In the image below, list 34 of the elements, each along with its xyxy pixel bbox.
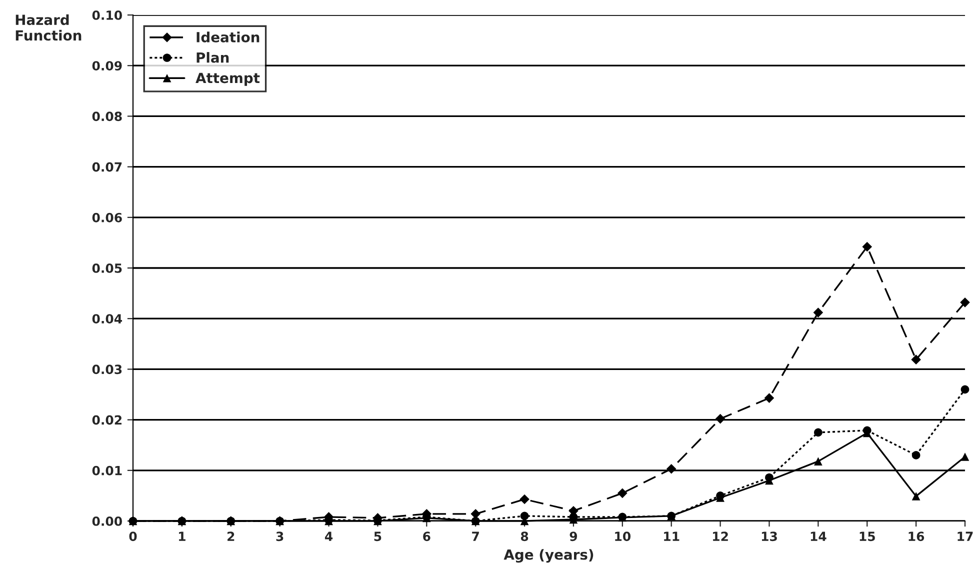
y-tick-label: 0.00 [92, 516, 122, 526]
y-tick-label: 0.07 [92, 162, 122, 172]
y-tick-label: 0.08 [92, 112, 122, 122]
legend-label: Plan [196, 52, 229, 63]
y-tick-label: 0.01 [92, 466, 122, 476]
y-axis-title: Hazard Function [16, 14, 82, 41]
y-tick-label: 0.03 [92, 364, 122, 374]
x-tick-label: 4 [324, 532, 333, 541]
x-tick-label: 7 [472, 532, 479, 541]
x-tick-label: 6 [423, 532, 430, 542]
legend-label: Attempt [196, 72, 260, 86]
x-tick-label: 15 [860, 532, 875, 542]
x-tick-label: 2 [228, 532, 234, 541]
x-tick-label: 10 [615, 532, 631, 542]
x-tick-label: 16 [908, 532, 924, 542]
y-tick-label: 0.09 [92, 61, 122, 71]
x-tick-label: 1 [179, 532, 186, 541]
x-tick-label: 11 [664, 532, 680, 541]
y-tick-label: 0.04 [92, 314, 122, 324]
y-tick-label: 0.02 [92, 415, 122, 425]
x-tick-label: 0 [129, 532, 137, 542]
x-axis-title: Age (years) [504, 549, 594, 563]
x-tick-label: 5 [374, 532, 382, 542]
y-tick-label: 0.05 [92, 263, 122, 273]
x-tick-label: 14 [810, 532, 826, 541]
x-tick-label: 3 [276, 532, 284, 542]
x-tick-label: 9 [570, 532, 578, 542]
x-tick-label: 8 [520, 532, 528, 542]
x-tick-label: 13 [762, 532, 777, 542]
legend-label: Ideation [196, 32, 260, 42]
y-tick-label: 0.10 [92, 10, 122, 20]
x-tick-label: 17 [958, 532, 973, 541]
y-tick-label: 0.06 [92, 212, 122, 222]
x-tick-label: 12 [713, 532, 728, 541]
